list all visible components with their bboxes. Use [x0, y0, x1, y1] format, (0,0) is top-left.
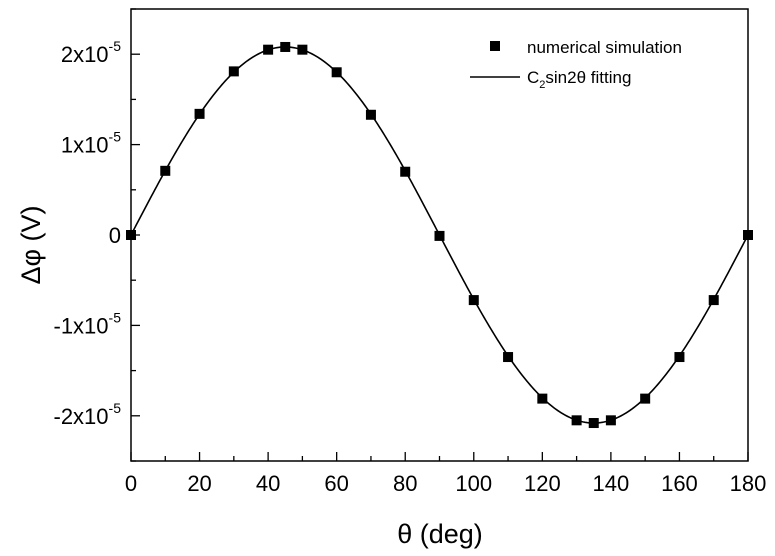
data-point	[280, 41, 291, 52]
markers	[126, 41, 753, 429]
data-point	[263, 44, 274, 55]
data-point	[571, 415, 582, 426]
data-point	[708, 295, 719, 306]
x-tick-label: 40	[256, 471, 280, 496]
y-tick-label: -1x10-5	[54, 309, 122, 338]
y-tick-label: 2x10-5	[61, 38, 121, 67]
legend-fitting-subscript: 2	[539, 79, 545, 91]
legend-label-fitting: C2sin2θ fitting	[527, 68, 631, 91]
x-tick-label: 60	[324, 471, 348, 496]
x-tick-label: 100	[455, 471, 492, 496]
y-axis-ticks: -2x10-5 -1x10-5 0 1x10-5 2x10-5	[54, 8, 140, 462]
data-point	[588, 418, 599, 429]
plot-area	[126, 8, 753, 462]
data-point	[400, 166, 411, 177]
y-tick-label: 1x10-5	[61, 129, 121, 158]
data-point	[160, 165, 171, 176]
data-point	[674, 352, 685, 363]
data-point	[297, 44, 308, 55]
legend: numerical simulation C2sin2θ fitting	[470, 38, 682, 91]
data-point	[605, 415, 616, 426]
x-tick-label: 0	[125, 471, 137, 496]
legend-label-numerical-simulation: numerical simulation	[527, 38, 682, 57]
data-point	[468, 295, 479, 306]
x-tick-label: 80	[393, 471, 417, 496]
data-point	[365, 109, 376, 120]
legend-marker-numerical-simulation	[490, 41, 500, 51]
x-axis-ticks: 0 20 40 60 80 100 120 140 160 180	[125, 452, 766, 496]
legend-fitting-c: C	[527, 68, 539, 87]
legend-fitting-rest: sin2θ fitting	[545, 68, 631, 87]
data-point	[537, 393, 548, 404]
data-point	[331, 67, 342, 78]
x-tick-label: 140	[593, 471, 630, 496]
data-point	[194, 108, 205, 119]
x-tick-label: 20	[187, 471, 211, 496]
data-point	[640, 393, 651, 404]
x-tick-label: 120	[524, 471, 561, 496]
data-point	[503, 352, 514, 363]
x-tick-label: 180	[730, 471, 767, 496]
x-tick-label: 160	[661, 471, 698, 496]
y-tick-label: -2x10-5	[54, 400, 122, 429]
data-point	[743, 230, 753, 240]
x-axis-label: θ (deg)	[397, 519, 483, 549]
data-point	[434, 230, 445, 241]
data-point	[228, 66, 239, 77]
y-axis-label: Δφ (V)	[16, 205, 46, 284]
y-tick-label: 0	[109, 223, 121, 248]
